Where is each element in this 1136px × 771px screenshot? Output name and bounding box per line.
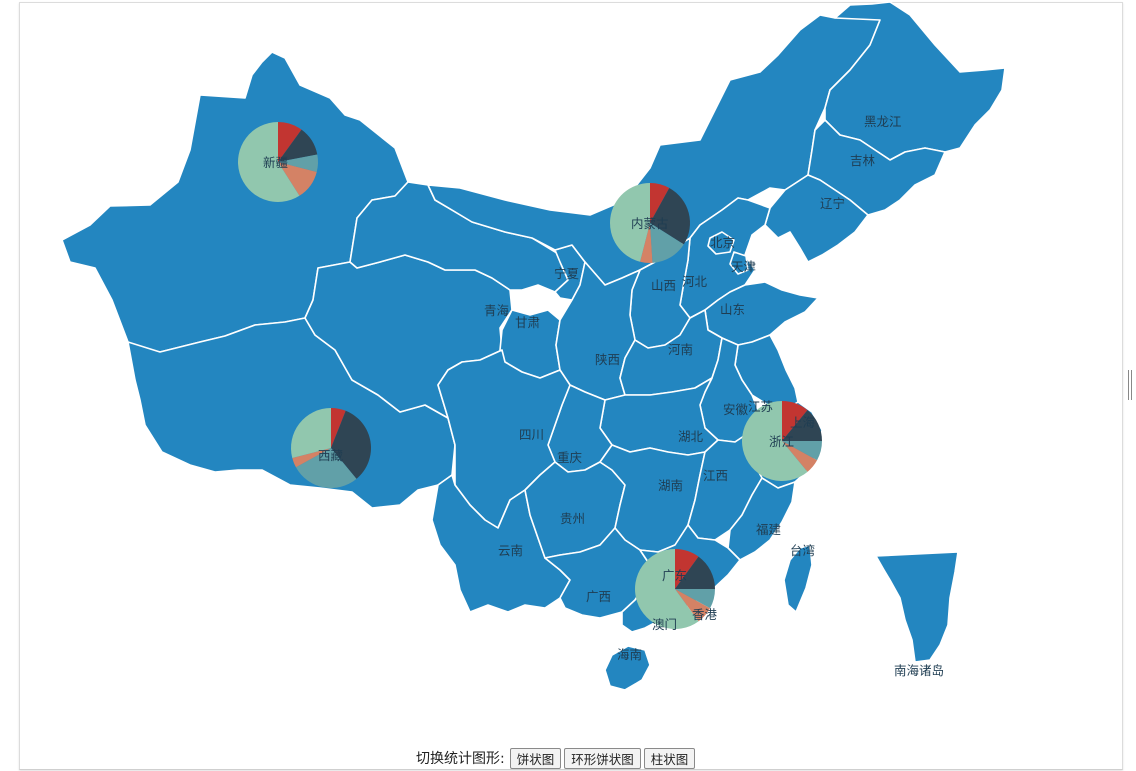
label-heilongjiang: 黑龙江	[864, 114, 902, 129]
label-nanhai: 南海诸岛	[894, 663, 944, 678]
pie-xizang-slice-4[interactable]	[290, 408, 331, 458]
label-guizhou: 贵州	[560, 511, 585, 526]
pie-guangdong-slice-0[interactable]	[675, 549, 699, 589]
label-fujian: 福建	[756, 522, 782, 537]
province-nanhai[interactable]	[875, 551, 959, 663]
label-guangxi: 广西	[586, 589, 611, 604]
label-anhui: 安徽	[723, 402, 749, 417]
pie-markers	[238, 122, 822, 629]
pie-guangdong-slice-1[interactable]	[675, 556, 715, 589]
pie-neimenggu-slice-4[interactable]	[610, 183, 650, 262]
pie-neimenggu-slice-1[interactable]	[650, 187, 690, 245]
label-zhejiang: 浙江	[769, 434, 794, 449]
pie-shanghai_zhejiang-slice-2[interactable]	[782, 441, 822, 461]
label-shandong: 山东	[720, 302, 745, 317]
label-xizang: 西藏	[318, 448, 344, 463]
label-jiangxi: 江西	[703, 468, 728, 483]
label-hubei: 湖北	[678, 429, 704, 444]
province-tianjin[interactable]	[729, 251, 749, 275]
label-macau: 澳门	[652, 617, 677, 632]
label-yunnan: 云南	[498, 543, 523, 558]
label-sichuan: 四川	[519, 427, 544, 442]
label-jiangsu: 江苏	[748, 399, 773, 414]
label-shanghai: 上海	[790, 415, 816, 430]
pie-xizang-slice-1[interactable]	[331, 410, 371, 479]
pie-xizang-slice-3[interactable]	[292, 448, 331, 468]
province-beijing[interactable]	[707, 231, 735, 255]
label-chongqing: 重庆	[557, 450, 583, 465]
label-beijing: 北京	[710, 235, 735, 250]
label-gansu: 甘肃	[515, 315, 540, 330]
pie-neimenggu-slice-0[interactable]	[650, 183, 670, 223]
label-shanxi: 山西	[651, 278, 676, 293]
label-hainan: 海南	[617, 647, 642, 662]
label-hebei: 河北	[682, 274, 708, 289]
pie-xizang-slice-2[interactable]	[295, 448, 357, 488]
label-liaoning: 辽宁	[820, 196, 845, 211]
label-tianjin: 天津	[731, 259, 756, 274]
label-neimenggu: 内蒙古	[631, 216, 669, 231]
label-hongkong: 香港	[692, 607, 718, 622]
label-guangdong: 广东	[662, 568, 687, 583]
pie-neimenggu-slice-3[interactable]	[640, 223, 653, 263]
pie-guangdong-slice-4[interactable]	[634, 549, 699, 629]
label-taiwan: 台湾	[790, 543, 815, 558]
pie-neimenggu-slice-2[interactable]	[650, 223, 684, 263]
pie-guangdong-slice-2[interactable]	[675, 589, 715, 609]
pie-xinjiang-slice-1[interactable]	[278, 129, 318, 162]
pie-xinjiang-slice-3[interactable]	[278, 162, 317, 196]
label-shaanxi: 陕西	[595, 352, 620, 367]
label-jilin: 吉林	[850, 153, 876, 168]
bar-chart-button[interactable]: 柱状图	[643, 747, 696, 769]
pie-guangdong-slice-3[interactable]	[675, 589, 711, 622]
province-hainan[interactable]	[604, 645, 651, 691]
pie-shanghai_zhejiang-slice-3[interactable]	[782, 441, 818, 472]
pie-shanghai_zhejiang-slice-0[interactable]	[782, 401, 808, 441]
pie-xinjiang-slice-2[interactable]	[278, 154, 318, 172]
resize-handle[interactable]	[1128, 370, 1134, 400]
pie-xinjiang-slice-4[interactable]	[238, 122, 300, 202]
pie-xizang-slice-0[interactable]	[331, 408, 346, 448]
pie-shanghai_zhejiang-slice-1[interactable]	[782, 410, 822, 441]
ring-chart-button[interactable]: 环形饼状图	[564, 747, 641, 769]
pie-shanghai_zhejiang-slice-4[interactable]	[741, 401, 808, 482]
chart-type-toolbar: 切换统计图形: 饼状图 环形饼状图 柱状图	[416, 747, 696, 769]
pie-xinjiang-slice-0[interactable]	[278, 122, 302, 162]
label-xinjiang: 新疆	[263, 155, 288, 170]
label-qinghai: 青海	[484, 303, 510, 318]
toolbar-prefix: 切换统计图形:	[416, 751, 505, 767]
province-taiwan[interactable]	[783, 544, 813, 613]
pie-chart-button[interactable]: 饼状图	[509, 747, 562, 769]
label-hunan: 湖南	[658, 478, 683, 493]
label-ningxia: 宁夏	[554, 266, 580, 281]
label-henan: 河南	[668, 342, 693, 357]
province-sichuan[interactable]	[437, 349, 571, 529]
